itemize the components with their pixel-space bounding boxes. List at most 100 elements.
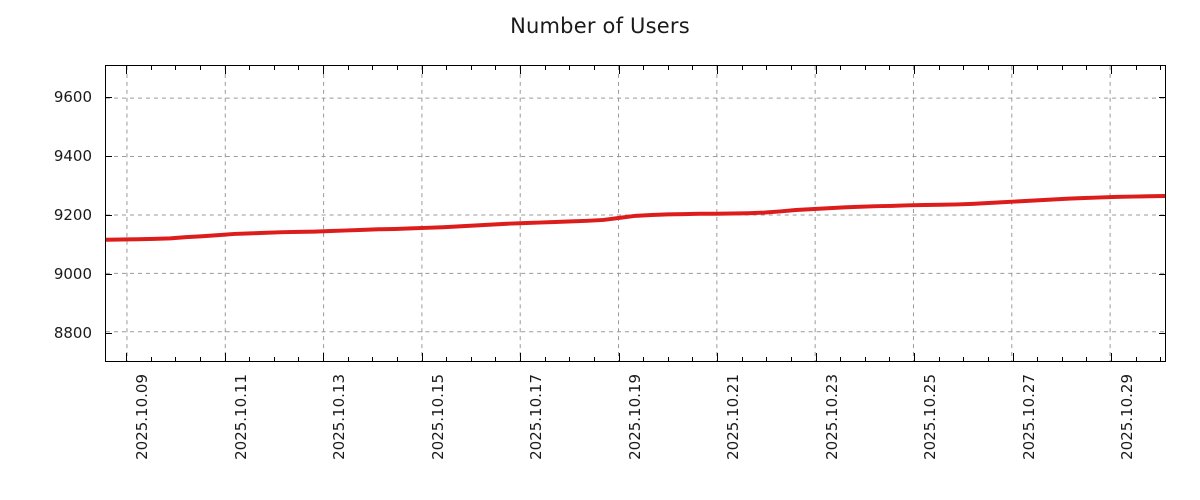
x-axis-minor-tick <box>889 357 891 362</box>
y-axis-tick-label: 9400 <box>53 147 92 166</box>
x-axis-minor-tick-top <box>372 65 374 70</box>
x-axis-tick-mark <box>914 353 915 362</box>
x-axis-minor-tick <box>938 357 940 362</box>
x-axis-tick-mark-top <box>1111 65 1112 74</box>
x-axis-minor-tick-top <box>1061 65 1063 70</box>
x-axis-minor-tick-top <box>298 65 300 70</box>
x-axis-minor-tick <box>470 357 472 362</box>
x-axis-minor-tick-top <box>470 65 472 70</box>
x-axis-minor-tick-top <box>1135 65 1137 70</box>
x-axis-minor-tick <box>446 357 448 362</box>
x-axis-minor-tick-top <box>569 65 571 70</box>
x-axis-minor-tick-top <box>1086 65 1088 70</box>
x-axis-minor-tick <box>593 357 595 362</box>
x-axis-tick-mark <box>815 353 817 362</box>
x-axis-tick-mark-top <box>520 65 521 74</box>
x-axis-tick-mark-top <box>224 65 226 74</box>
x-axis-minor-tick <box>1037 357 1039 362</box>
x-axis-tick-mark-top <box>1012 65 1014 74</box>
x-axis-minor-tick-top <box>766 65 768 70</box>
x-axis-minor-tick <box>249 357 251 362</box>
x-axis-minor-tick <box>840 357 842 362</box>
y-axis-tick-mark <box>1159 332 1166 334</box>
x-axis-minor-tick <box>544 357 546 362</box>
y-axis-tick-label: 9200 <box>53 205 92 224</box>
x-axis-tick-mark <box>520 353 521 362</box>
series-line-number-of-users <box>106 193 1165 242</box>
x-axis-minor-tick <box>790 357 792 362</box>
x-axis-minor-tick-top <box>199 65 201 70</box>
x-axis-minor-tick <box>766 357 768 362</box>
y-axis-tick-mark <box>1159 273 1166 275</box>
x-axis-minor-tick-top <box>987 65 989 70</box>
y-axis-tick-label: 9000 <box>53 264 92 283</box>
x-axis-minor-tick-top <box>175 65 177 70</box>
x-axis-minor-tick <box>1061 357 1063 362</box>
x-axis-minor-tick-top <box>840 65 842 70</box>
gridlines <box>106 66 1165 361</box>
x-axis-minor-tick <box>150 357 152 362</box>
y-axis-tick-mark <box>1159 156 1166 158</box>
data-series-line <box>106 193 1165 242</box>
x-axis-tick-label: 2025.10.11 <box>231 374 250 460</box>
x-axis-tick-label: 2025.10.15 <box>428 374 447 460</box>
plot-area <box>105 65 1166 362</box>
chart-title: Number of Users <box>510 14 690 38</box>
x-axis-minor-tick <box>175 357 177 362</box>
x-axis-tick-mark-top <box>914 65 915 74</box>
x-axis-tick-mark <box>1111 353 1112 362</box>
x-axis-tick-mark-top <box>815 65 817 74</box>
x-axis-minor-tick <box>1086 357 1088 362</box>
y-axis-tick-label: 9600 <box>53 88 92 107</box>
x-axis-minor-tick <box>495 357 497 362</box>
x-axis-minor-tick-top <box>446 65 448 70</box>
x-axis-tick-label: 2025.10.17 <box>527 374 545 460</box>
x-axis-minor-tick-top <box>938 65 940 70</box>
y-axis-tick-label: 8800 <box>53 323 92 342</box>
x-axis-minor-tick <box>987 357 989 362</box>
x-axis-tick-mark <box>126 353 127 362</box>
x-axis-tick-mark <box>323 353 324 362</box>
x-axis-tick-label: 2025.10.23 <box>822 374 841 460</box>
x-axis-minor-tick <box>1160 357 1162 362</box>
x-axis-tick-mark <box>618 353 620 362</box>
x-axis-tick-mark <box>421 353 423 362</box>
x-axis-minor-tick-top <box>150 65 152 70</box>
x-axis-minor-tick-top <box>667 65 669 70</box>
x-axis-tick-mark-top <box>618 65 620 74</box>
y-axis-tick-mark <box>105 97 112 99</box>
x-axis-tick-mark-top <box>717 65 718 74</box>
x-axis-tick-mark-top <box>323 65 324 74</box>
x-axis-minor-tick-top <box>864 65 866 70</box>
x-axis-minor-tick-top <box>790 65 792 70</box>
x-axis-minor-tick-top <box>347 65 349 70</box>
x-axis-minor-tick-top <box>249 65 251 70</box>
x-axis-minor-tick-top <box>692 65 694 70</box>
y-axis-tick-mark <box>105 156 112 158</box>
x-axis-tick-mark-top <box>421 65 423 74</box>
x-axis-minor-tick-top <box>889 65 891 70</box>
x-axis-tick-label: 2025.10.21 <box>724 374 742 460</box>
x-axis-minor-tick-top <box>741 65 743 70</box>
x-axis-minor-tick <box>372 357 374 362</box>
x-axis-minor-tick <box>667 357 669 362</box>
x-axis-tick-label: 2025.10.19 <box>625 374 644 460</box>
x-axis-minor-tick <box>963 357 965 362</box>
x-axis-tick-label: 2025.10.29 <box>1118 374 1136 460</box>
x-axis-tick-mark <box>1012 353 1014 362</box>
x-axis-tick-mark <box>717 353 718 362</box>
x-axis-tick-label: 2025.10.13 <box>330 374 348 460</box>
x-axis-minor-tick <box>298 357 300 362</box>
x-axis-tick-mark <box>224 353 226 362</box>
x-axis-minor-tick-top <box>396 65 398 70</box>
x-axis-minor-tick-top <box>593 65 595 70</box>
x-axis-tick-label: 2025.10.09 <box>133 374 151 460</box>
x-axis-minor-tick-top <box>643 65 645 70</box>
y-axis-tick-mark <box>1159 214 1166 216</box>
x-axis-minor-tick <box>864 357 866 362</box>
x-axis-tick-label: 2025.10.27 <box>1019 374 1038 460</box>
x-axis-tick-mark-top <box>126 65 127 74</box>
x-axis-minor-tick <box>569 357 571 362</box>
x-axis-minor-tick-top <box>273 65 275 70</box>
